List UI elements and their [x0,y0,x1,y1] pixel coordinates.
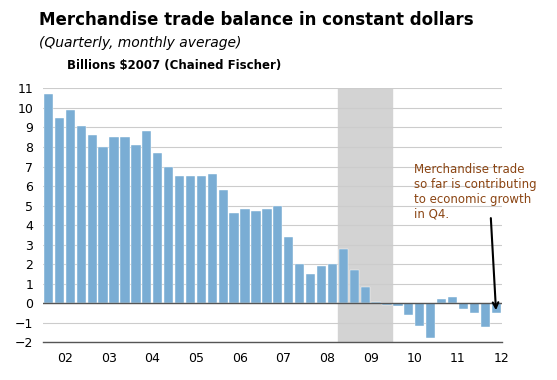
Bar [338,89,393,342]
Bar [44,94,53,303]
Text: Merchandise trade balance in constant dollars: Merchandise trade balance in constant do… [39,11,473,29]
Bar [109,137,119,303]
Bar [66,110,75,303]
Bar [120,137,130,303]
Bar [218,190,228,303]
Text: (Quarterly, monthly average): (Quarterly, monthly average) [39,36,241,50]
Bar [404,303,413,315]
Bar [470,303,479,313]
Bar [77,125,86,303]
Bar [251,211,261,303]
Bar [350,270,359,303]
Bar [164,166,173,303]
Bar [459,303,468,309]
Bar [273,206,282,303]
Bar [197,176,206,303]
Bar [87,135,97,303]
Bar [306,274,315,303]
Bar [284,237,294,303]
Bar [241,209,250,303]
Bar [208,174,217,303]
Bar [317,266,326,303]
Bar [448,298,457,303]
Bar [55,118,64,303]
Bar [186,176,195,303]
Bar [415,303,424,326]
Bar [99,147,108,303]
Bar [360,287,370,303]
Bar [491,303,501,313]
Bar [262,209,271,303]
Bar [153,153,162,303]
Bar [131,145,140,303]
Bar [229,214,239,303]
Bar [481,303,490,327]
Text: Billions $2007 (Chained Fischer): Billions $2007 (Chained Fischer) [67,59,281,72]
Bar [142,131,152,303]
Bar [339,249,348,303]
Bar [393,303,403,306]
Bar [426,303,435,338]
Text: Merchandise trade
so far is contributing
to economic growth
in Q4.: Merchandise trade so far is contributing… [414,163,537,221]
Bar [437,299,446,303]
Bar [382,303,392,305]
Bar [328,264,337,303]
Bar [295,264,304,303]
Bar [372,302,380,303]
Bar [175,176,184,303]
